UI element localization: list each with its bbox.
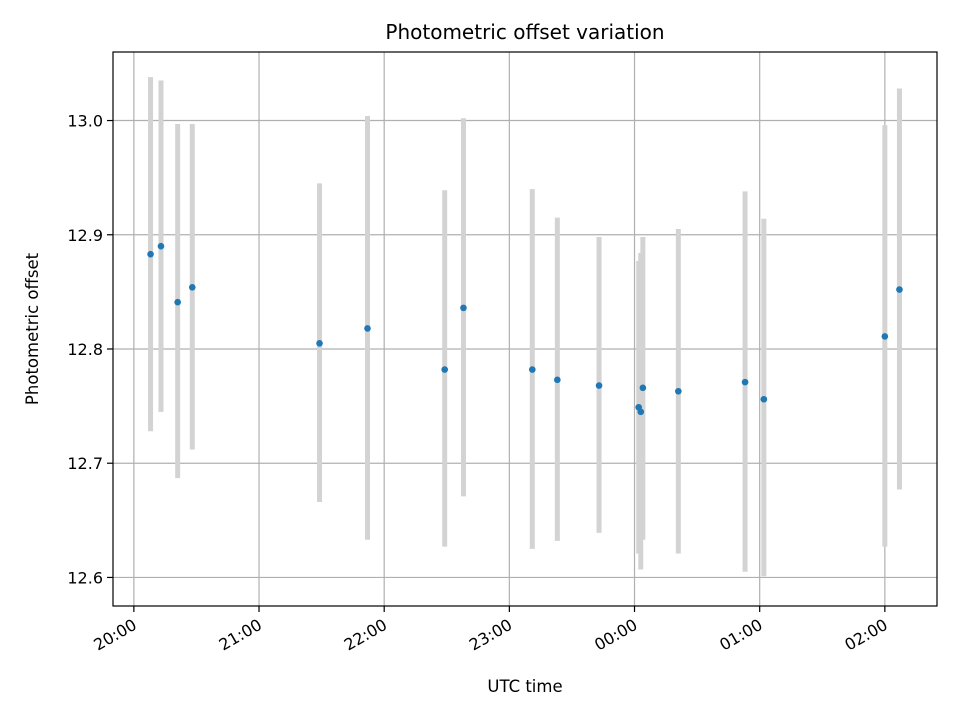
data-point [529, 366, 536, 373]
data-point [364, 325, 371, 332]
y-tick-labels: 12.6 12.7 12.8 12.9 13.0 [67, 112, 103, 588]
data-point [881, 333, 889, 340]
data-point [316, 339, 323, 347]
data-point [760, 395, 768, 403]
data-point [637, 408, 645, 416]
y-tick-label: 12.9 [67, 226, 103, 245]
data-point [174, 298, 181, 306]
y-tick-label: 12.7 [67, 454, 103, 473]
data-point [675, 387, 682, 395]
y-tick-label: 12.6 [67, 568, 103, 587]
grid-lines [113, 52, 937, 606]
y-axis-title: Photometric offset [23, 252, 42, 405]
data-point [554, 376, 561, 384]
plot-frame [112, 51, 938, 607]
axis-ticks [107, 119, 886, 612]
data-point [157, 242, 165, 250]
data-point [639, 384, 647, 392]
data-point [441, 366, 448, 373]
y-tick-label: 12.8 [67, 340, 103, 359]
data-point [460, 304, 467, 312]
data-points [147, 242, 903, 416]
data-point [896, 286, 903, 293]
data-point [595, 382, 603, 389]
chart-title: Photometric offset variation [385, 20, 664, 44]
data-point [147, 250, 154, 258]
x-axis-title: UTC time [487, 677, 562, 696]
x-tick-labels: 20:00 21:00 22:00 23:00 00:00 01:00 02:00 [90, 615, 890, 655]
y-tick-label: 13.0 [67, 112, 103, 131]
data-point [741, 378, 749, 386]
data-point [188, 284, 196, 291]
